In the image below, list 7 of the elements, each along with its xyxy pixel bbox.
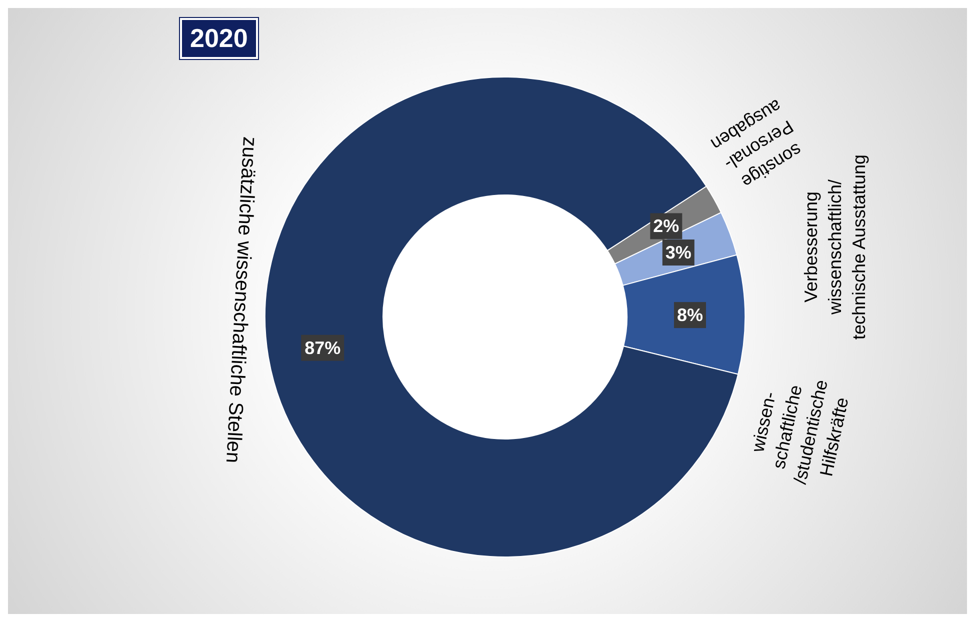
chart-title: 2020 — [180, 18, 258, 59]
data-label: 8% — [676, 305, 703, 326]
slice-label: Verbesserung wissenschaftlich/ technische Ausstattung — [801, 154, 869, 340]
data-label: 87% — [304, 338, 341, 358]
data-label: 2% — [653, 216, 680, 236]
slice-label: zusätzliche wissenschaftliche Stellen — [221, 136, 261, 464]
data-label: 3% — [665, 242, 692, 263]
